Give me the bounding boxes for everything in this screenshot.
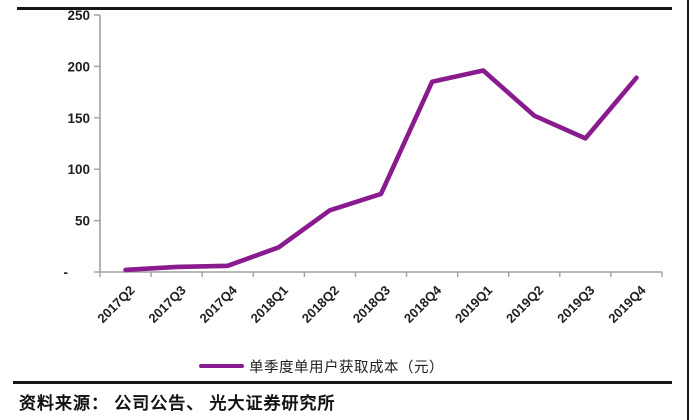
legend: 单季度单用户获取成本（元）: [199, 356, 444, 376]
top-rule-divider: [17, 7, 672, 10]
x-tick-label: 2019Q4: [605, 282, 649, 326]
x-tick-label: 2019Q2: [503, 283, 546, 326]
source-note: 资料来源： 公司公告、 光大证券研究所: [19, 394, 336, 413]
y-tick-label: -: [64, 265, 69, 280]
x-tick-label: 2017Q4: [197, 282, 241, 326]
x-tick-label: 2018Q3: [350, 283, 393, 326]
x-tick-label: 2018Q2: [299, 283, 342, 326]
y-tick-label: 150: [67, 111, 90, 126]
x-tick-label: 2018Q4: [401, 282, 445, 326]
y-tick-label: 250: [67, 8, 90, 23]
y-tick-label: 200: [67, 59, 90, 74]
x-tick-label: 2019Q1: [452, 283, 495, 326]
bottom-rule-divider: [13, 381, 672, 384]
x-tick-label: 2019Q3: [554, 283, 597, 326]
series-line: [123, 68, 639, 273]
right-border-line: [687, 0, 689, 420]
legend-label: 单季度单用户获取成本（元）: [249, 359, 444, 376]
x-tick-label: 2017Q2: [94, 283, 137, 326]
legend-line-marker: [199, 363, 244, 369]
y-tick-label: 50: [75, 214, 90, 229]
x-tick-label: 2017Q3: [145, 283, 188, 326]
y-tick-label: 100: [67, 162, 90, 177]
x-tick-label: 2018Q1: [248, 283, 291, 326]
